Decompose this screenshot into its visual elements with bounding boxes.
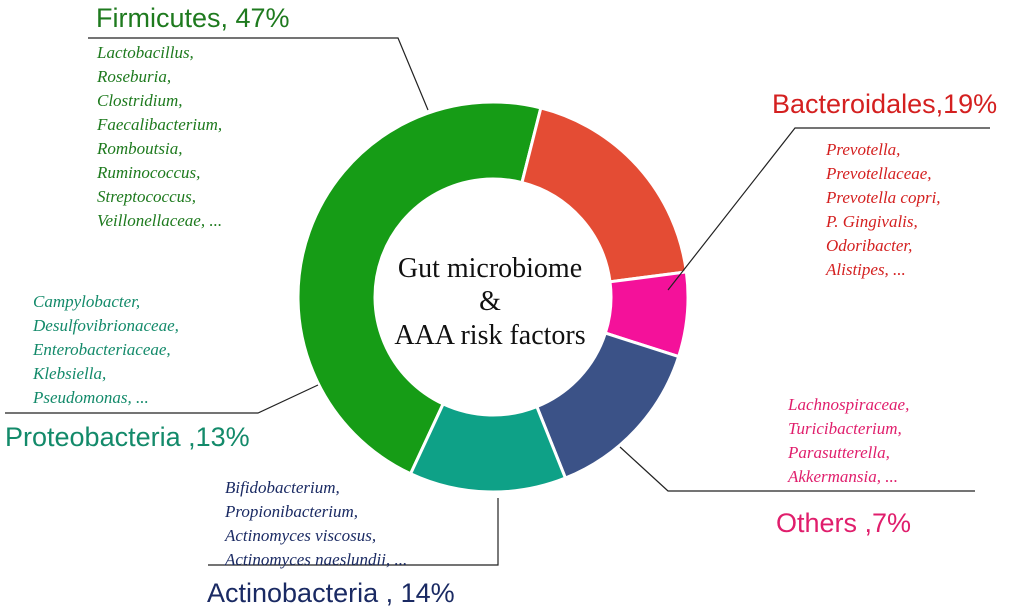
label-name-others: Others — [776, 508, 857, 538]
genus-item: Enterobacteriaceae, — [32, 340, 171, 359]
genus-item: Prevotella, — [825, 140, 900, 159]
label-actinobacteria: Actinobacteria , 14% — [207, 578, 455, 608]
leader-lines — [5, 37, 990, 566]
label-pct-proteobacteria: ,13% — [181, 422, 250, 452]
slice-bacteroidales — [520, 106, 689, 284]
leader-line-others — [619, 446, 975, 492]
genus-item: Bifidobacterium, — [225, 478, 340, 497]
label-bacteroidales: Bacteroidales,19% — [772, 89, 997, 119]
genus-item: Parasutterella, — [787, 443, 890, 462]
genus-item: Roseburia, — [96, 67, 171, 86]
label-pct-others: ,7% — [857, 508, 911, 538]
center-title-line-3: AAA risk factors — [394, 320, 585, 351]
genus-item: Campylobacter, — [33, 292, 140, 311]
genus-item: Lactobacillus, — [96, 43, 194, 62]
label-pct-actinobacteria: , 14% — [378, 578, 455, 608]
genus-item: Streptococcus, — [97, 187, 196, 206]
label-name-proteobacteria: Proteobacteria — [5, 422, 182, 452]
genus-item: Romboutsia, — [96, 139, 182, 158]
label-pct-firmicutes: , 47% — [221, 3, 290, 33]
slice-proteobacteria — [408, 401, 568, 494]
leader-line-actinobacteria — [208, 498, 499, 566]
label-proteobacteria: Proteobacteria ,13% — [5, 422, 250, 452]
genus-item: Faecalibacterium, — [96, 115, 222, 134]
genus-item: Prevotellaceae, — [825, 164, 932, 183]
genus-item: Ruminococcus, — [96, 163, 200, 182]
genus-item: Propionibacterium, — [224, 502, 358, 521]
genus-item: Actinomyces naeslundii, ... — [224, 550, 407, 569]
genus-item: P. Gingivalis, — [825, 212, 918, 231]
label-pct-bacteroidales: ,19% — [936, 89, 998, 119]
genus-item: Pseudomonas, ... — [32, 388, 149, 407]
center-title-line-1: Gut microbiome — [398, 253, 582, 284]
label-name-firmicutes: Firmicutes — [96, 3, 221, 33]
label-others: Others ,7% — [776, 508, 911, 538]
genus-item: Odoribacter, — [826, 236, 912, 255]
leader-line-proteobacteria — [5, 384, 319, 414]
label-firmicutes: Firmicutes, 47% — [96, 3, 290, 33]
slice-firmicutes — [296, 100, 543, 476]
genus-item: Veillonellaceae, ... — [97, 211, 222, 230]
genus-item: Desulfovibrionaceae, — [32, 316, 179, 335]
genus-item: Lachnospiraceae, — [787, 395, 909, 414]
center-title-line-2: & — [479, 286, 501, 317]
slice-labels: Firmicutes, 47% Lactobacillus, Roseburia, C… — [5, 3, 997, 608]
leader-line-firmicutes — [88, 37, 429, 111]
leader-line-bacteroidales — [667, 127, 990, 291]
genus-item: Akkermansia, ... — [787, 467, 898, 486]
label-name-actinobacteria: Actinobacteria — [207, 578, 379, 608]
genus-item: Prevotella copri, — [825, 188, 941, 207]
genus-item: Alistipes, ... — [825, 260, 906, 279]
donut-slices — [296, 100, 690, 494]
genus-item: Turicibacterium, — [788, 419, 902, 438]
genus-item: Klebsiella, — [32, 364, 106, 383]
genus-item: Actinomyces viscosus, — [224, 526, 376, 545]
genus-item: Clostridium, — [97, 91, 183, 110]
label-name-bacteroidales: Bacteroidales — [772, 89, 936, 119]
